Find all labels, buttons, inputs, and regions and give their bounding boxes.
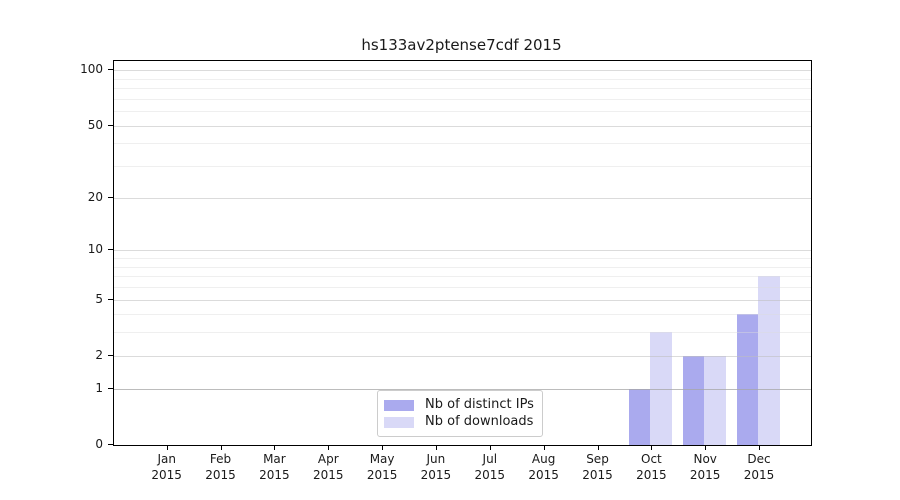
x-tick-mark-feb xyxy=(220,445,222,450)
x-tick-mark-may xyxy=(382,445,384,450)
bar-distinct-ips-oct xyxy=(628,388,651,445)
y-tick-label-100: 100 xyxy=(80,62,103,77)
y-tick-label-10: 10 xyxy=(87,242,103,257)
x-tick-label-nov: Nov 2015 xyxy=(689,452,721,482)
gridline-100 xyxy=(114,70,811,72)
x-tick-mark-jul xyxy=(489,445,491,450)
x-tick-label-jul: Jul 2015 xyxy=(474,452,506,482)
gridline-minor-9 xyxy=(114,258,811,259)
gridline-minor-4 xyxy=(114,314,811,316)
chart-title: hs133av2ptense7cdf 2015 xyxy=(361,36,562,54)
y-tick-mark-5 xyxy=(108,298,113,300)
x-tick-label-aug: Aug 2015 xyxy=(528,452,559,482)
gridline-5 xyxy=(114,299,811,301)
bar-downloads-nov xyxy=(704,355,726,445)
y-tick-mark-0 xyxy=(108,444,113,445)
y-tick-mark-50 xyxy=(108,124,113,126)
y-tick-mark-20 xyxy=(108,196,113,198)
gridline-minor-70 xyxy=(114,98,811,100)
gridline-2 xyxy=(114,355,811,357)
legend: Nb of distinct IPs Nb of downloads xyxy=(377,390,543,437)
gridline-minor-6 xyxy=(114,287,811,288)
y-tick-label-5: 5 xyxy=(95,291,103,306)
x-tick-label-oct: Oct 2015 xyxy=(636,452,667,482)
gridline-20 xyxy=(114,197,811,199)
legend-swatch-downloads xyxy=(384,416,414,428)
x-tick-label-jun: Jun 2015 xyxy=(420,452,452,482)
gridline-minor-40 xyxy=(114,143,811,145)
legend-label-downloads: Nb of downloads xyxy=(425,414,534,429)
legend-label-distinct-ips: Nb of distinct IPs xyxy=(425,397,534,412)
y-tick-mark-100 xyxy=(108,69,113,71)
x-tick-label-feb: Feb 2015 xyxy=(205,452,236,482)
x-tick-mark-apr xyxy=(328,445,330,450)
x-tick-mark-sep xyxy=(597,445,599,450)
bar-distinct-ips-dec xyxy=(736,314,759,445)
x-tick-label-jan: Jan 2015 xyxy=(151,452,182,482)
y-tick-mark-1 xyxy=(108,387,113,389)
y-tick-mark-10 xyxy=(108,249,113,251)
legend-entry-distinct-ips: Nb of distinct IPs xyxy=(384,397,534,413)
x-tick-mark-mar xyxy=(274,445,276,450)
gridline-minor-90 xyxy=(114,78,811,80)
x-tick-label-sep: Sep 2015 xyxy=(582,452,613,482)
x-tick-label-may: May 2015 xyxy=(366,452,398,482)
gridline-minor-7 xyxy=(114,276,811,278)
legend-swatch-distinct-ips xyxy=(384,399,414,411)
bar-downloads-dec xyxy=(758,276,780,445)
x-tick-label-mar: Mar 2015 xyxy=(259,452,290,482)
x-tick-mark-dec xyxy=(759,445,760,450)
x-tick-label-dec: Dec 2015 xyxy=(743,452,775,482)
x-tick-mark-jan xyxy=(166,445,168,450)
gridline-1 xyxy=(114,388,811,390)
gridline-minor-8 xyxy=(114,266,811,268)
x-tick-mark-aug xyxy=(543,445,545,450)
y-tick-label-20: 20 xyxy=(87,189,103,204)
y-tick-label-0: 0 xyxy=(95,437,103,451)
y-tick-mark-2 xyxy=(108,354,113,356)
legend-entry-downloads: Nb of downloads xyxy=(384,414,534,430)
gridline-10 xyxy=(114,250,811,252)
x-tick-label-apr: Apr 2015 xyxy=(313,452,344,482)
y-tick-label-2: 2 xyxy=(95,347,103,362)
x-tick-mark-jun xyxy=(435,445,437,450)
gridline-minor-30 xyxy=(114,166,811,168)
y-tick-label-50: 50 xyxy=(87,117,103,132)
gridline-minor-3 xyxy=(114,332,811,334)
gridline-50 xyxy=(114,125,811,127)
plot-area xyxy=(113,60,812,446)
gridline-minor-60 xyxy=(114,111,811,113)
bar-distinct-ips-nov xyxy=(682,355,705,445)
y-tick-label-1: 1 xyxy=(95,380,103,395)
x-tick-mark-oct xyxy=(651,445,653,450)
x-tick-mark-nov xyxy=(705,445,707,450)
gridline-minor-80 xyxy=(114,88,811,90)
